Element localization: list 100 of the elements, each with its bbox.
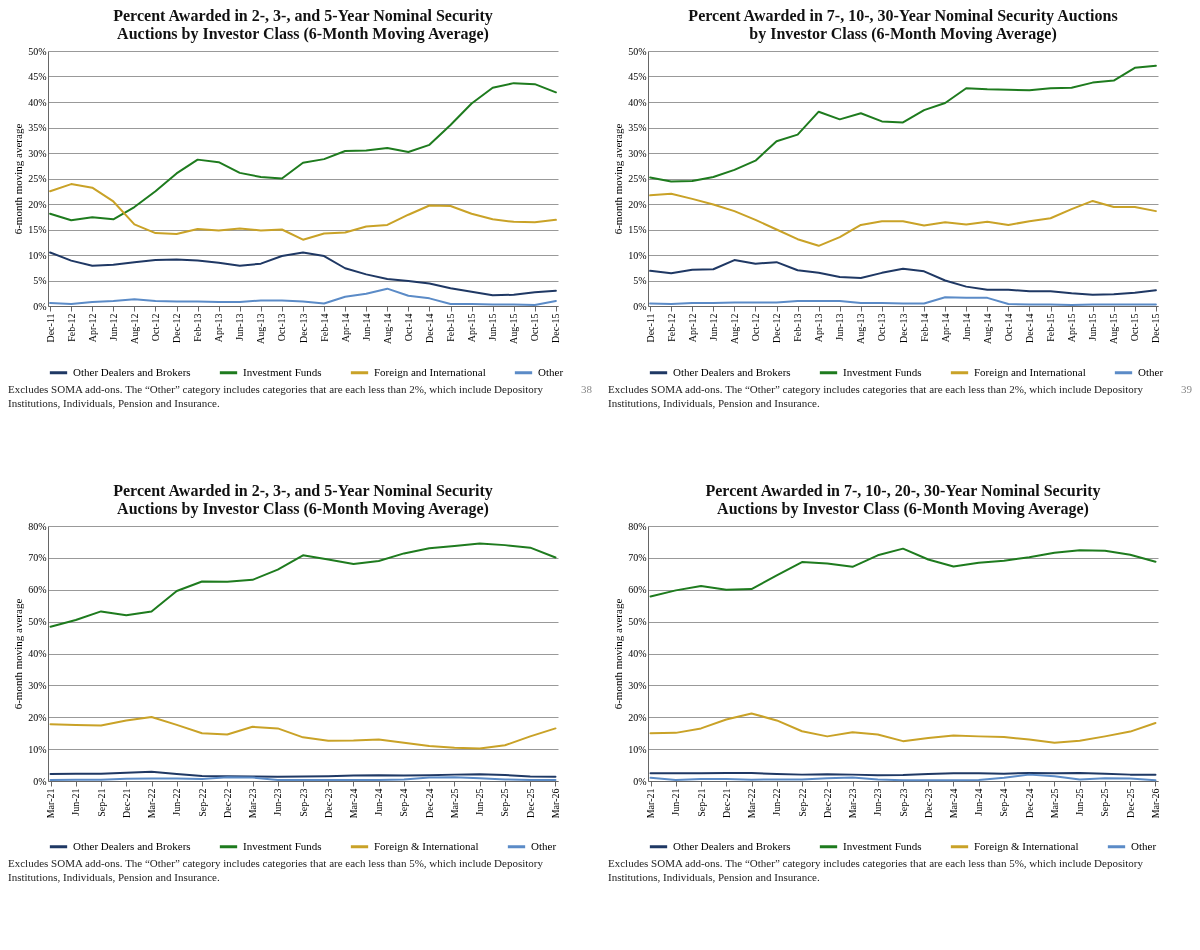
chart-title: Percent Awarded in 2-, 3-, and 5-Year Nominal Security Auctions by Investor Class (6-Month Moving Average) xyxy=(113,7,493,43)
line-series xyxy=(49,715,557,750)
x-tick-label: Feb-15 xyxy=(445,313,457,342)
x-tick-label: Dec-12 xyxy=(771,313,783,343)
x-tick-label: Mar-22 xyxy=(746,788,758,819)
x-tick-label: Mar-24 xyxy=(348,788,359,819)
legend-label: Other Dealers and Brokers xyxy=(673,365,791,378)
line-series xyxy=(649,547,1157,598)
text: Excludes SOMA add-ons. The “Other” category includes categories that are each less than 5%, which include Depository Institutions, Individuals, Pension and Insurance. xyxy=(608,857,1144,885)
x-tick-label: Dec-11 xyxy=(44,313,56,343)
line-series xyxy=(49,542,557,628)
x-tick-label: Jun-14 xyxy=(960,313,972,341)
legend-label: Other xyxy=(1131,839,1157,852)
legend-label: Investment Funds xyxy=(843,839,922,852)
y-tick-label: 60% xyxy=(628,584,647,596)
x-tick-label: Dec-22 xyxy=(821,788,833,818)
y-tick-label: 45% xyxy=(28,71,47,82)
x-tick-label: Dec-24 xyxy=(423,788,435,818)
x-tick-label: Dec-11 xyxy=(644,313,656,343)
x-tick-label: Sep-25 xyxy=(499,788,511,817)
x-tick-label: Feb-14 xyxy=(918,313,930,342)
line-series xyxy=(649,64,1157,183)
text: 38 xyxy=(581,383,592,397)
x-tick-label: Oct-13 xyxy=(276,313,288,342)
x-tick-label: Dec-23 xyxy=(322,788,334,818)
x-tick-label: Sep-25 xyxy=(1099,788,1111,817)
text: 39 xyxy=(1181,383,1192,397)
line-series xyxy=(649,712,1157,744)
y-tick-label: 10% xyxy=(628,743,647,755)
x-tick-label: Aug-15 xyxy=(1108,313,1120,345)
x-tick-label: Dec-21 xyxy=(720,788,732,818)
x-tick-label: Apr-13 xyxy=(813,313,825,343)
x-tick-label: Sep-24 xyxy=(998,788,1010,817)
x-tick-label: Aug-13 xyxy=(855,313,867,345)
legend-label: Foreign and International xyxy=(974,365,1086,378)
x-tick-label: Feb-15 xyxy=(1045,313,1057,342)
x-tick-label: Aug-13 xyxy=(255,313,267,345)
x-tick-label: Sep-24 xyxy=(398,788,410,817)
y-tick-label: 20% xyxy=(28,711,47,723)
x-tick-label: Feb-14 xyxy=(318,313,330,342)
x-tick-label: Jun-14 xyxy=(360,313,372,341)
y-tick-label: 70% xyxy=(628,552,647,564)
line-series xyxy=(49,251,557,297)
x-tick-label: Oct-14 xyxy=(402,313,414,342)
y-tick-label: 40% xyxy=(628,648,647,659)
x-tick-label: Jun-25 xyxy=(474,788,486,816)
y-tick-label: 70% xyxy=(28,552,47,564)
legend-label: Other Dealers and Brokers xyxy=(73,365,191,378)
legend-label: Investment Funds xyxy=(243,839,322,852)
chart-title: Percent Awarded in 7-, 10-, 20-, 30-Year Nominal Security Auctions by Investor Class (6-Month Moving Average) xyxy=(705,482,1101,518)
x-tick-label: Dec-13 xyxy=(897,313,909,343)
y-tick-label: 45% xyxy=(628,71,647,82)
y-tick-label: 10% xyxy=(28,249,47,261)
y-tick-label: 35% xyxy=(628,122,647,133)
x-tick-label: Mar-24 xyxy=(948,788,959,819)
line-series xyxy=(649,259,1157,296)
legend-label: Other xyxy=(1138,365,1164,378)
x-tick-label: Apr-14 xyxy=(939,313,951,343)
x-tick-label: Dec-12 xyxy=(171,313,183,343)
y-tick-label: 50% xyxy=(28,45,47,57)
x-tick-label: Dec-22 xyxy=(221,788,233,818)
x-tick-label: Jun-23 xyxy=(872,788,884,816)
y-axis-title: 6-month moving average xyxy=(12,123,25,235)
y-tick-label: 25% xyxy=(28,173,47,184)
y-tick-label: 35% xyxy=(28,122,47,133)
x-tick-label: Sep-23 xyxy=(297,788,309,817)
x-tick-label: Mar-21 xyxy=(645,788,657,819)
y-tick-label: 10% xyxy=(628,249,647,261)
line-series xyxy=(49,82,557,222)
x-tick-label: Oct-12 xyxy=(749,313,761,342)
x-tick-label: Jun-12 xyxy=(707,313,719,341)
x-tick-label: Oct-14 xyxy=(1002,313,1014,342)
y-tick-label: 30% xyxy=(28,147,47,159)
y-tick-label: 5% xyxy=(33,275,47,286)
y-tick-label: 80% xyxy=(628,520,647,532)
x-tick-label: Dec-24 xyxy=(1023,788,1035,818)
x-tick-label: Oct-15 xyxy=(1129,313,1141,342)
legend-label: Other xyxy=(531,839,557,852)
y-axis-title: 6-month moving average xyxy=(612,123,625,235)
text: Excludes SOMA add-ons. The “Other” category includes categories that are each less than 2%, which include Depository Institutions, Individuals, Pension and Insurance. xyxy=(8,383,544,411)
x-tick-label: Feb-13 xyxy=(192,313,204,342)
chart-title: Percent Awarded in 2-, 3-, and 5-Year Nominal Security Auctions by Investor Class (6-Month Moving Average) xyxy=(113,482,493,518)
y-tick-label: 80% xyxy=(28,520,47,532)
x-tick-label: Jun-15 xyxy=(487,313,499,341)
line-series xyxy=(649,192,1157,247)
x-tick-label: Jun-13 xyxy=(834,313,846,341)
legend-label: Foreign & International xyxy=(374,839,479,852)
x-tick-label: Apr-13 xyxy=(213,313,225,343)
x-tick-label: Dec-13 xyxy=(297,313,309,343)
text: Excludes SOMA add-ons. The “Other” category includes categories that are each less than 5%, which include Depository Institutions, Individuals, Pension and Insurance. xyxy=(8,857,544,885)
x-tick-label: Dec-14 xyxy=(1023,313,1035,343)
x-tick-label: Mar-26 xyxy=(1149,788,1161,819)
y-tick-label: 0% xyxy=(33,775,47,787)
x-tick-label: Sep-23 xyxy=(897,788,909,817)
line-series xyxy=(49,183,557,241)
legend-label: Other xyxy=(538,365,564,378)
y-tick-label: 40% xyxy=(28,648,47,659)
y-tick-label: 10% xyxy=(28,743,47,755)
x-tick-label: Apr-12 xyxy=(686,313,698,343)
text: Excludes SOMA add-ons. The “Other” category includes categories that are each less than 2%, which include Depository Institutions, Individuals, Pension and Insurance. xyxy=(608,383,1144,411)
